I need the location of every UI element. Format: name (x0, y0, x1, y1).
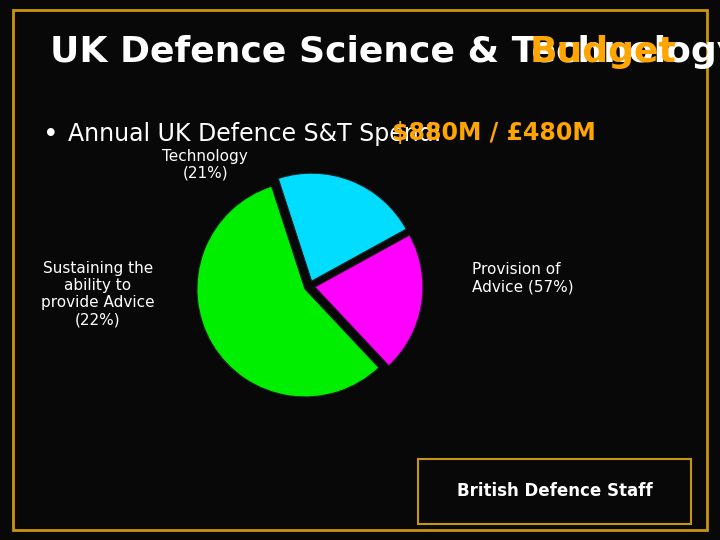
Wedge shape (197, 186, 379, 397)
Text: British Defence Staff: British Defence Staff (456, 482, 652, 501)
Text: Sustaining the
ability to
provide Advice
(22%): Sustaining the ability to provide Advice… (41, 261, 155, 328)
Wedge shape (315, 235, 423, 366)
Text: •: • (43, 122, 59, 147)
Text: Technology
(21%): Technology (21%) (162, 148, 248, 181)
Text: $880M / £480M: $880M / £480M (392, 122, 596, 145)
Text: UK Defence Science & Technology: UK Defence Science & Technology (50, 35, 720, 69)
Text: Provision of
Advice (57%): Provision of Advice (57%) (472, 262, 573, 294)
Text: Annual UK Defence S&T Spend:: Annual UK Defence S&T Spend: (68, 122, 449, 145)
Wedge shape (278, 173, 406, 281)
Text: Budget: Budget (529, 35, 676, 69)
